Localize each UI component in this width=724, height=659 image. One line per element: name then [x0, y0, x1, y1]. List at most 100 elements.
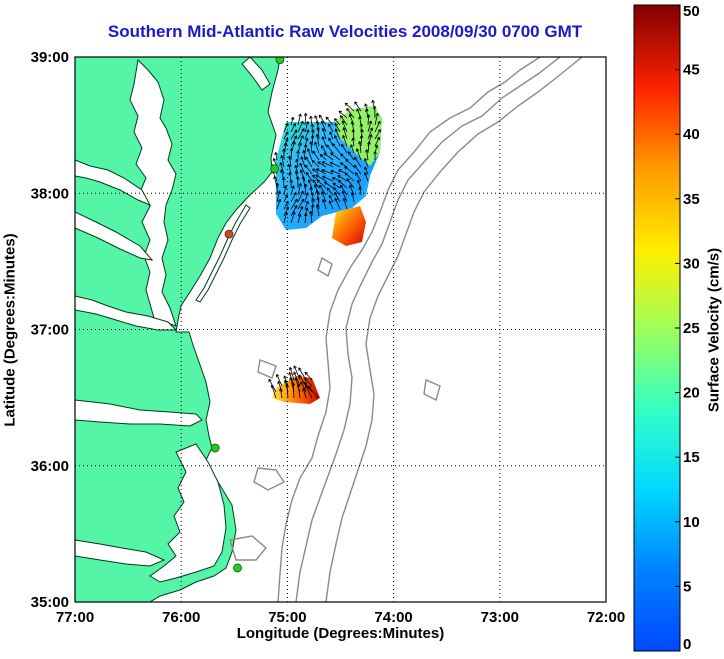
- velocity-arrowhead: [268, 378, 272, 382]
- velocity-arrowhead: [342, 135, 346, 138]
- velocity-arrowhead: [281, 176, 284, 181]
- x-tick-label: 72:00: [587, 609, 625, 626]
- velocity-arrowhead: [304, 371, 308, 374]
- velocity-arrowhead: [329, 131, 333, 134]
- velocity-arrowhead: [373, 151, 376, 155]
- velocity-arrowhead: [310, 135, 314, 139]
- velocity-arrowhead: [276, 373, 280, 377]
- velocity-arrowhead: [315, 174, 318, 178]
- velocity-arrow: [344, 102, 355, 112]
- velocity-arrowhead: [270, 384, 273, 389]
- velocity-arrow: [310, 115, 313, 126]
- velocity-arrowhead: [358, 186, 361, 190]
- velocity-arrowhead: [338, 110, 342, 112]
- rappahannock-river: [75, 211, 154, 261]
- x-axis-label: Longitude (Degrees:Minutes): [236, 625, 445, 642]
- velocity-arrowhead: [312, 174, 316, 177]
- velocity-arrowhead: [293, 365, 297, 368]
- velocity-arrowhead: [310, 123, 313, 127]
- velocity-arrow: [359, 116, 362, 126]
- velocity-arrow: [290, 129, 298, 140]
- velocity-arrowhead: [332, 143, 336, 146]
- velocity-arrow: [292, 382, 295, 399]
- velocity-arrowhead: [303, 183, 307, 187]
- velocity-arrowhead: [301, 128, 305, 131]
- velocity-arrow: [328, 200, 334, 210]
- velocity-arrowhead: [299, 162, 303, 166]
- velocity-arrowhead: [300, 169, 304, 172]
- velocity-arrowhead: [296, 176, 299, 180]
- velocity-arrow: [328, 123, 334, 133]
- velocity-arrowhead: [275, 152, 278, 155]
- velocity-arrowhead: [337, 175, 340, 179]
- velocity-arrowhead: [280, 155, 282, 159]
- velocity-arrowhead: [292, 211, 295, 214]
- y-tick-label: 36:00: [31, 458, 69, 475]
- velocity-arrow: [297, 198, 305, 210]
- velocity-arrowhead: [295, 170, 299, 174]
- velocity-arrow: [343, 127, 348, 140]
- velocity-arrow: [356, 148, 362, 161]
- velocity-arrowhead: [289, 372, 292, 375]
- velocity-arrowhead: [274, 152, 277, 156]
- velocity-arrowhead: [344, 102, 347, 106]
- velocity-arrowhead: [361, 134, 364, 139]
- velocity-arrow: [333, 187, 341, 196]
- velocity-arrowhead: [304, 212, 307, 216]
- velocity-arrow: [274, 176, 278, 189]
- velocity-arrow: [351, 192, 355, 203]
- velocity-arrowhead: [298, 213, 301, 217]
- velocity-arrowhead: [302, 388, 306, 391]
- velocity-arrowhead: [296, 150, 299, 154]
- velocity-arrowhead: [305, 113, 308, 117]
- velocity-arrowhead: [346, 108, 350, 110]
- velocity-arrowhead: [296, 159, 299, 162]
- velocity-arrowhead: [334, 122, 338, 126]
- velocity-arrowhead: [330, 170, 334, 174]
- velocity-arrow: [283, 143, 287, 154]
- velocity-arrowhead: [361, 129, 364, 133]
- velocity-arrow: [334, 135, 341, 147]
- velocity-arrowhead: [364, 158, 368, 161]
- velocity-arrowhead: [297, 384, 301, 387]
- velocity-arrowhead: [376, 136, 380, 140]
- velocity-arrowhead: [346, 178, 350, 181]
- velocity-arrowhead: [365, 149, 367, 153]
- velocity-arrow: [290, 192, 297, 203]
- velocity-arrowhead: [283, 148, 286, 152]
- velocity-arrowhead: [321, 145, 325, 148]
- velocity-arrowhead: [305, 207, 308, 211]
- velocity-arrowhead: [317, 161, 320, 165]
- velocity-arrowhead: [344, 166, 347, 170]
- velocity-arrowhead: [304, 378, 306, 382]
- velocity-arrow: [311, 204, 314, 217]
- velocity-arrow: [311, 135, 314, 147]
- velocity-arrowhead: [316, 133, 320, 137]
- velocity-arrowhead: [372, 105, 376, 109]
- velocity-arrowhead: [307, 207, 309, 211]
- velocity-arrow: [280, 388, 283, 399]
- pamlico-sound: [149, 443, 227, 583]
- velocity-arrow: [321, 120, 327, 133]
- velocity-arrowhead: [310, 141, 313, 145]
- velocity-arrow: [276, 374, 283, 387]
- velocity-arrowhead: [298, 374, 302, 377]
- velocity-arrowhead: [338, 110, 341, 114]
- velocity-arrowhead: [326, 187, 330, 190]
- velocity-arrow: [354, 156, 362, 168]
- velocity-arrow: [300, 156, 306, 168]
- velocity-arrowhead: [312, 179, 316, 182]
- velocity-arrow: [297, 113, 301, 126]
- velocity-arrow: [338, 110, 348, 119]
- velocity-arrowhead: [289, 172, 292, 175]
- velocity-arrowhead: [325, 116, 328, 120]
- velocity-arrowhead: [285, 137, 288, 141]
- velocity-arrow: [300, 169, 306, 182]
- velocity-arrowhead: [355, 172, 359, 175]
- x-tick-label: 77:00: [56, 609, 94, 626]
- velocity-arrow: [356, 108, 362, 119]
- velocity-arrowhead: [311, 159, 316, 162]
- velocity-arrowhead: [312, 168, 316, 170]
- velocity-arrowhead: [350, 192, 353, 196]
- velocity-arrow: [311, 198, 314, 210]
